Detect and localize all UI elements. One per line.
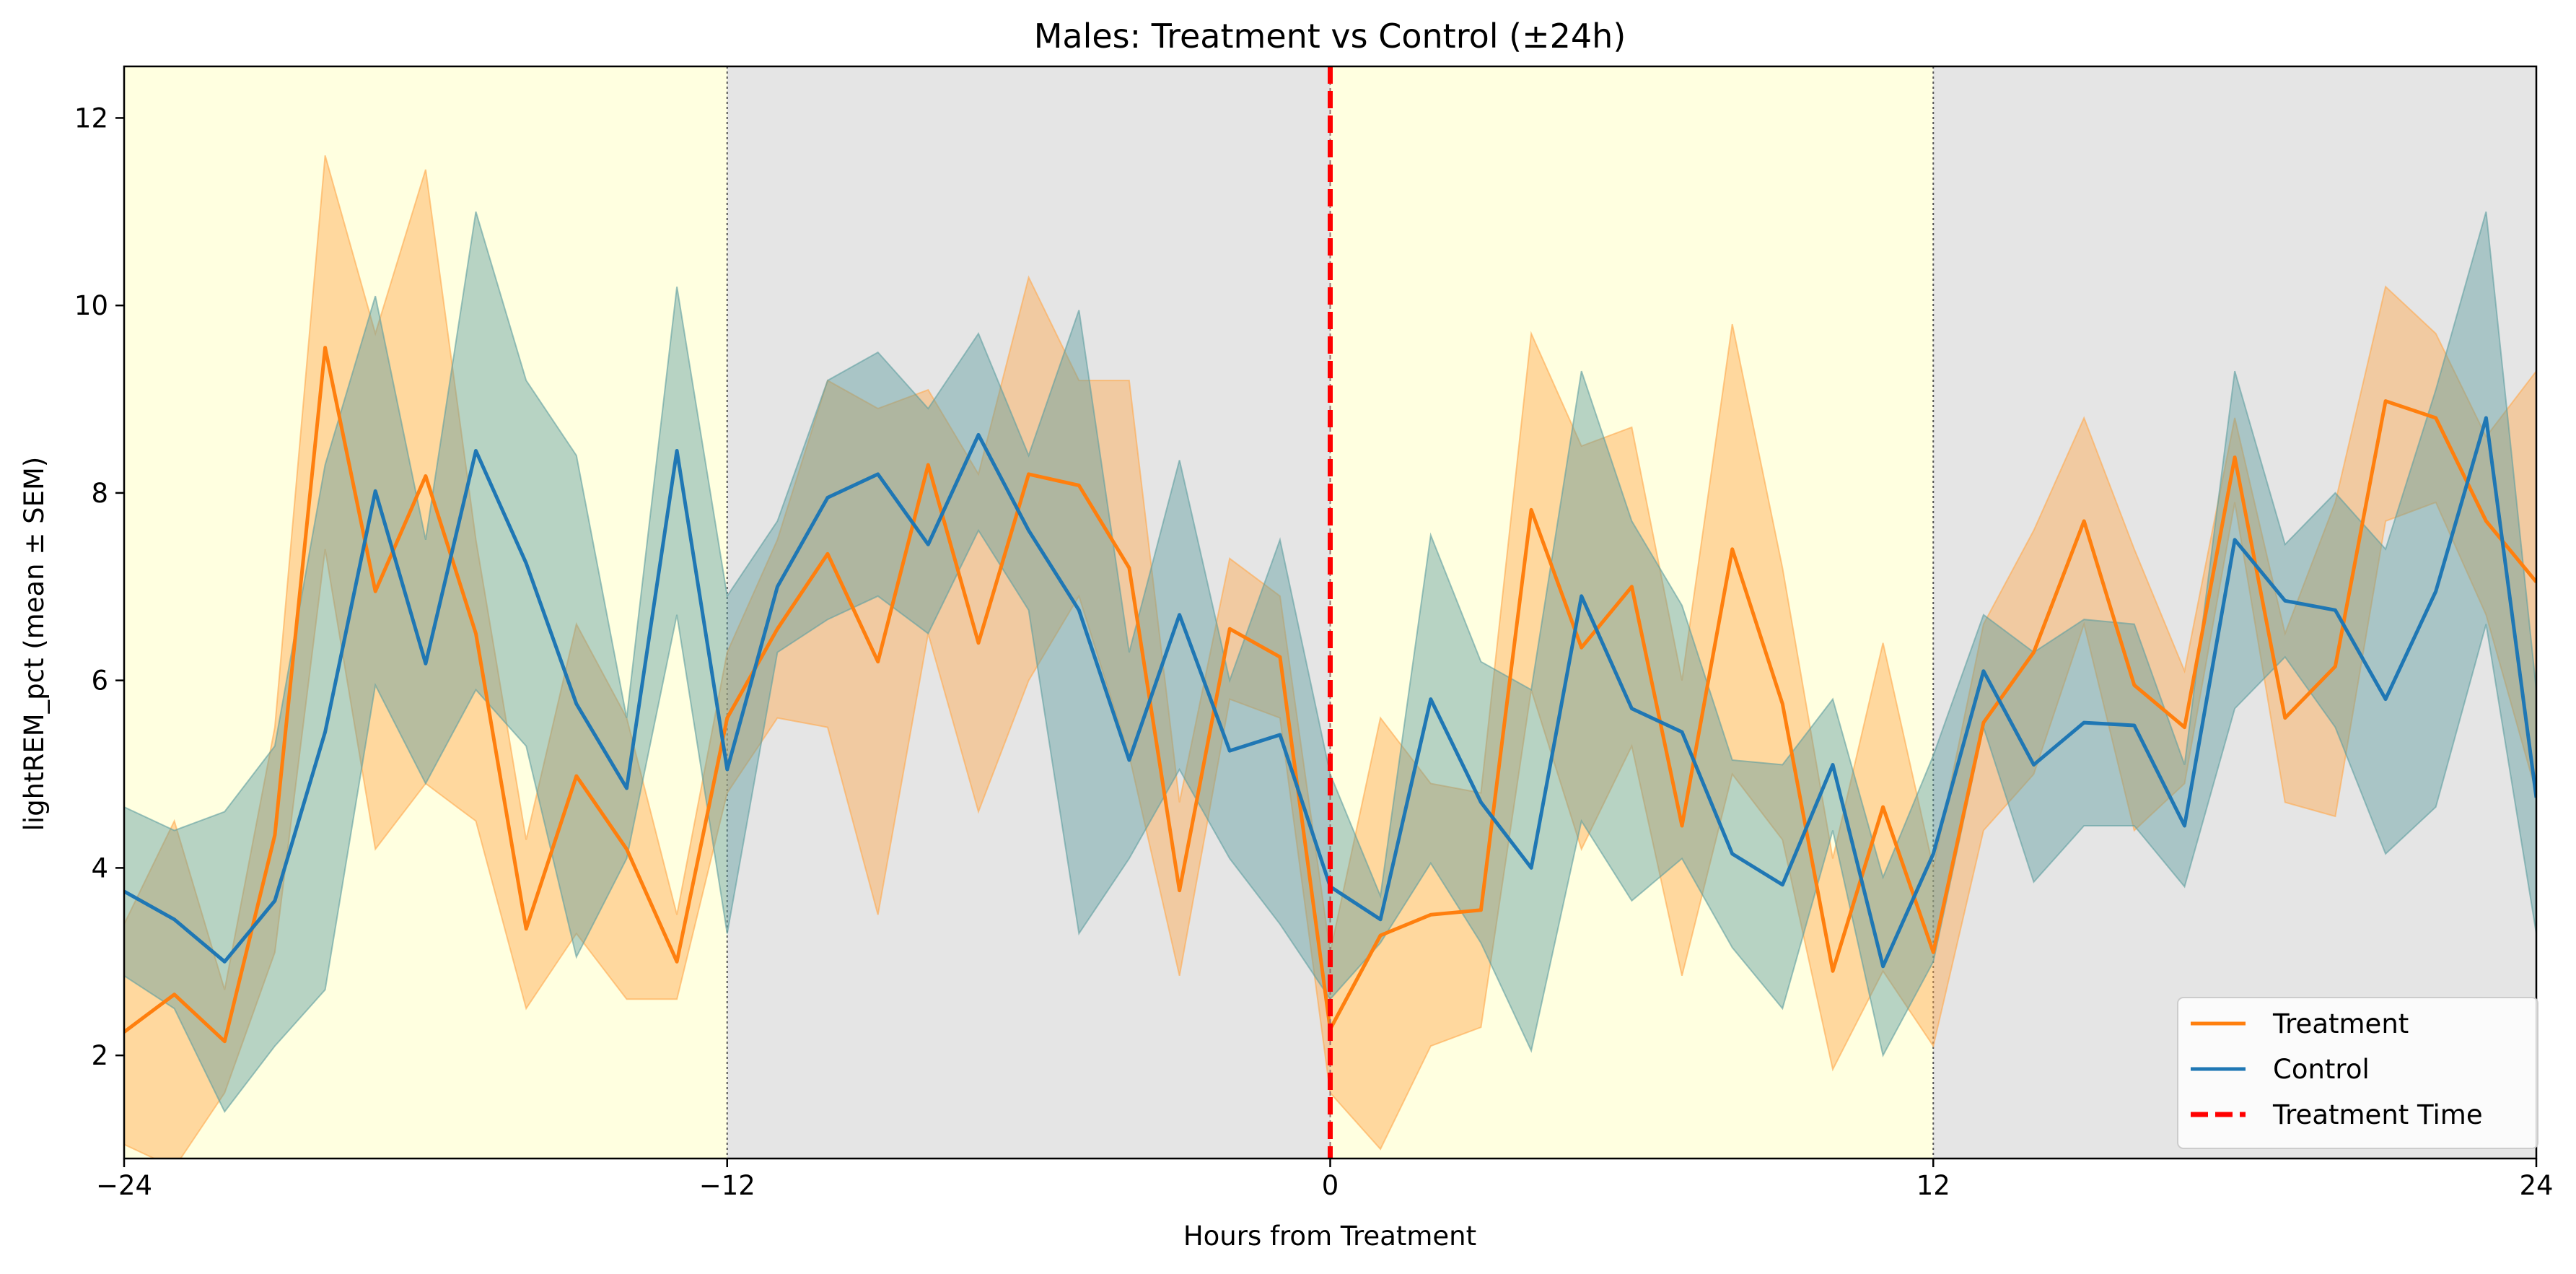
series-group xyxy=(124,66,2536,1159)
chart-title: Males: Treatment vs Control (±24h) xyxy=(1034,17,1626,56)
x-axis-label: Hours from Treatment xyxy=(1183,1221,1476,1252)
phase-band-dark-3 xyxy=(1933,66,2536,1159)
legend-box xyxy=(2177,997,2538,1149)
control-sem-band xyxy=(124,211,2536,1113)
y-axis-label: lightREM_pct (mean ± SEM) xyxy=(19,457,50,832)
y-tick-label: 12 xyxy=(74,102,108,134)
treatment-sem-band xyxy=(124,155,2536,1159)
x-tick-label: 0 xyxy=(1322,1170,1339,1201)
legend: Treatment Control Treatment Time xyxy=(2177,997,2538,1149)
y-tick-label: 2 xyxy=(91,1040,108,1071)
phase-bands xyxy=(124,66,2536,1159)
y-tick-label: 8 xyxy=(91,478,108,509)
legend-control-label: Control xyxy=(2273,1054,2370,1085)
y-tick-label: 6 xyxy=(91,666,108,697)
x-tick-label: 12 xyxy=(1916,1170,1950,1201)
legend-treatment-label: Treatment xyxy=(2272,1008,2409,1039)
y-tick-label: 10 xyxy=(74,290,108,321)
legend-treatment-time-label: Treatment Time xyxy=(2272,1099,2483,1130)
phase-band-light-2 xyxy=(1330,66,1934,1159)
phase-band-light-0 xyxy=(124,66,727,1159)
x-tick-label: −24 xyxy=(96,1170,152,1201)
plot-area xyxy=(124,66,2536,1159)
y-tick-label: 4 xyxy=(91,852,108,883)
x-tick-label: 24 xyxy=(2519,1170,2553,1201)
x-tick-label: −12 xyxy=(699,1170,755,1201)
